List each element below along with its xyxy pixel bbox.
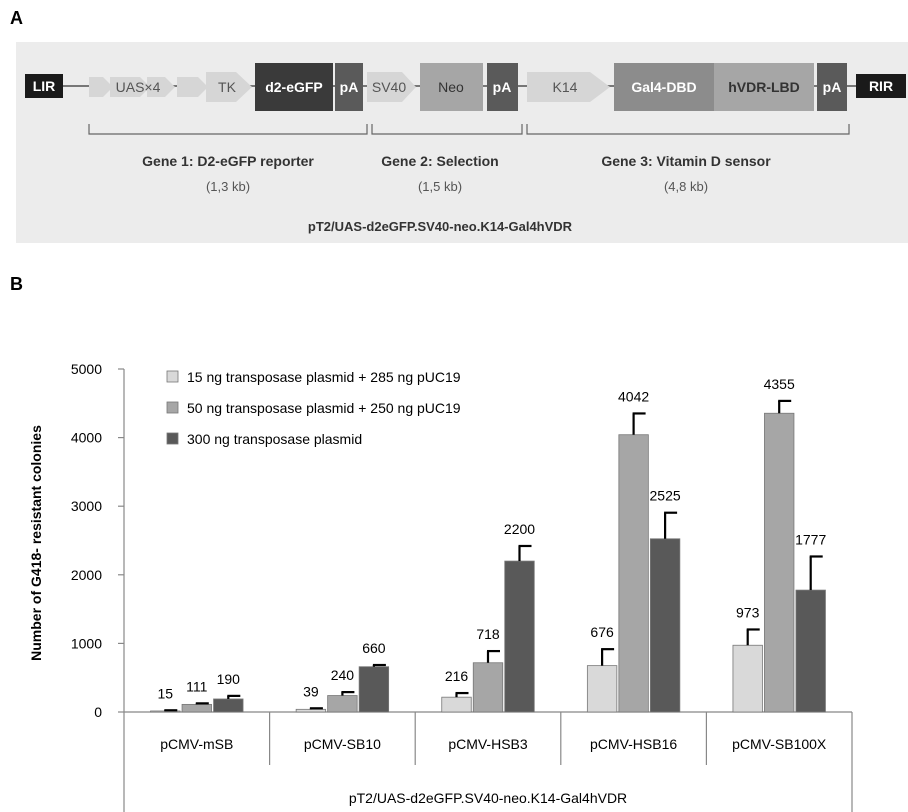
data-label: 973 xyxy=(736,604,760,620)
legend-label: 300 ng transposase plasmid xyxy=(187,431,362,447)
bar xyxy=(618,434,649,713)
data-label: 2200 xyxy=(504,521,535,537)
lir-box xyxy=(25,74,63,98)
gal4dbd-text: Gal4-DBD xyxy=(631,79,696,95)
rir-text: RIR xyxy=(869,78,893,94)
x-axis-group-label: pT2/UAS-d2eGFP.SV40-neo.K14-Gal4hVDR xyxy=(349,790,627,806)
bar xyxy=(295,708,327,713)
lir-text: LIR xyxy=(33,78,56,94)
sv40-arrow xyxy=(367,72,416,102)
bar xyxy=(732,644,763,713)
data-label: 15 xyxy=(158,685,174,701)
gene2-title: Gene 2: Selection xyxy=(381,153,498,169)
bar xyxy=(764,412,795,713)
k14-text: K14 xyxy=(553,79,578,95)
tk-text: TK xyxy=(218,79,237,95)
pa1-box xyxy=(335,63,363,111)
gal4dbd-box xyxy=(614,63,714,111)
panel-b-label: B xyxy=(10,274,23,294)
bar xyxy=(327,695,358,713)
y-axis-title: Number of G418- resistant colonies xyxy=(28,425,44,661)
category-label: pCMV-SB10 xyxy=(304,736,381,752)
data-label: 676 xyxy=(590,624,614,640)
gene2-bracket xyxy=(371,124,523,135)
uas-arrow-1 xyxy=(89,77,113,97)
data-label: 718 xyxy=(476,626,500,642)
bar xyxy=(795,589,826,713)
pa3-text: pA xyxy=(823,79,842,95)
bar xyxy=(472,662,504,713)
data-label: 240 xyxy=(331,667,355,683)
data-label: 1777 xyxy=(795,531,826,547)
pa3-box xyxy=(817,63,847,111)
tk-arrow xyxy=(206,72,252,102)
gene3-bracket xyxy=(526,124,850,135)
gene3-size: (4,8 kb) xyxy=(664,179,708,194)
neo-text: Neo xyxy=(438,79,464,95)
legend-swatch xyxy=(166,370,179,383)
bar xyxy=(586,665,618,713)
bar xyxy=(358,666,390,713)
bar xyxy=(181,703,212,713)
uas-arrow-4 xyxy=(177,77,208,97)
gene1-bracket xyxy=(88,124,368,135)
uas-arrow-3 xyxy=(147,77,175,97)
k14-arrow xyxy=(527,72,610,102)
y-tick-label: 3000 xyxy=(71,498,102,514)
construct-name: pT2/UAS-d2eGFP.SV40-neo.K14-Gal4hVDR xyxy=(308,219,573,234)
pa2-box xyxy=(487,63,518,111)
gene3-title: Gene 3: Vitamin D sensor xyxy=(601,153,771,169)
pa1-text: pA xyxy=(340,79,359,95)
category-label: pCMV-HSB16 xyxy=(590,736,677,752)
sv40-text: SV40 xyxy=(372,79,406,95)
y-tick-label: 0 xyxy=(94,704,102,720)
data-label: 660 xyxy=(362,640,386,656)
rir-box xyxy=(856,74,906,98)
neo-box xyxy=(420,63,483,111)
d2egfp-box xyxy=(255,63,333,111)
data-label: 4042 xyxy=(618,388,649,404)
data-label: 111 xyxy=(186,678,207,694)
y-tick-label: 1000 xyxy=(71,635,102,651)
gene2-size: (1,5 kb) xyxy=(418,179,462,194)
category-label: pCMV-SB100X xyxy=(732,736,827,752)
hvdrlbd-box xyxy=(714,63,814,111)
y-tick-label: 2000 xyxy=(71,567,102,583)
uas-arrow-2 xyxy=(110,77,150,97)
legend-swatch xyxy=(166,401,179,414)
y-tick-label: 4000 xyxy=(71,430,102,446)
data-label: 39 xyxy=(303,683,319,699)
pa2-text: pA xyxy=(493,79,512,95)
d2egfp-text: d2-eGFP xyxy=(265,79,323,95)
hvdrlbd-text: hVDR-LBD xyxy=(728,79,800,95)
construct-diagram: LIR UAS×4 TK d2-eGFP pA SV40 Neo pA K14 … xyxy=(25,63,906,234)
y-tick-label: 5000 xyxy=(71,361,102,377)
legend-label: 15 ng transposase plasmid + 285 ng pUC19 xyxy=(187,369,461,385)
data-label: 4355 xyxy=(764,376,795,392)
bar xyxy=(504,560,535,713)
data-label: 190 xyxy=(217,671,241,687)
category-label: pCMV-HSB3 xyxy=(448,736,528,752)
bar xyxy=(441,696,472,713)
gene-brackets xyxy=(88,124,850,135)
data-label: 2525 xyxy=(650,488,681,504)
gene1-title: Gene 1: D2-eGFP reporter xyxy=(142,153,314,169)
legend-label: 50 ng transposase plasmid + 250 ng pUC19 xyxy=(187,400,461,416)
bar xyxy=(213,698,244,713)
data-label: 216 xyxy=(445,668,469,684)
category-label: pCMV-mSB xyxy=(160,736,233,752)
panel-a-label: A xyxy=(10,8,23,28)
legend-swatch xyxy=(166,432,179,445)
uas-text: UAS×4 xyxy=(116,79,161,95)
bar xyxy=(649,538,681,713)
gene1-size: (1,3 kb) xyxy=(206,179,250,194)
